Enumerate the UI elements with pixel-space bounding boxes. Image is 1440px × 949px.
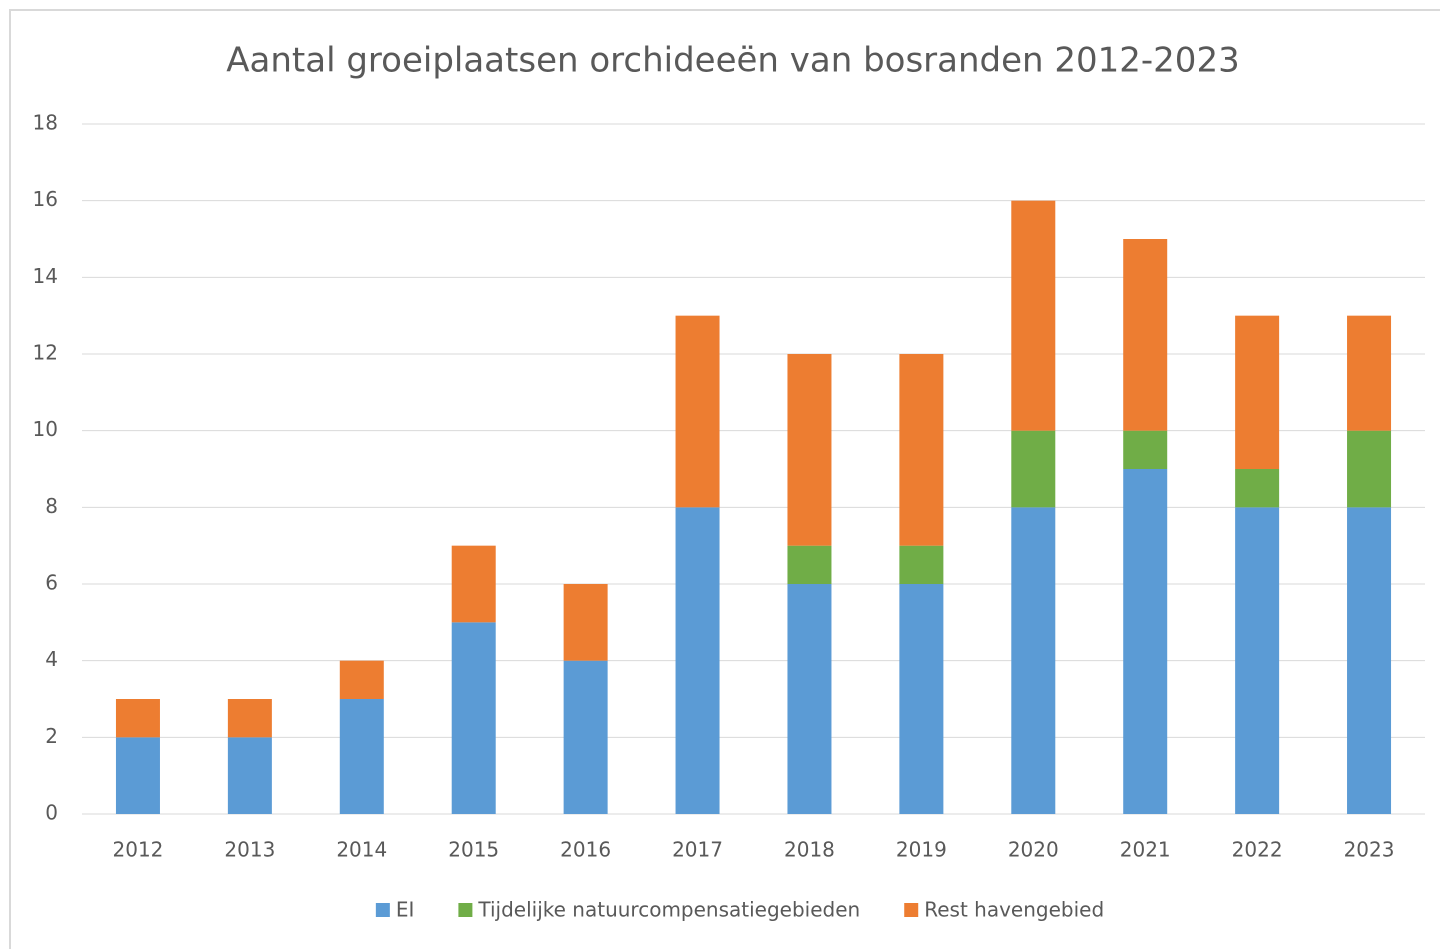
bar-segment <box>899 584 944 814</box>
y-tick-label: 14 <box>33 264 58 288</box>
bar-segment <box>227 699 272 738</box>
y-tick-label: 10 <box>33 417 58 441</box>
x-tick-label: 2020 <box>1008 838 1059 862</box>
x-tick-label: 2013 <box>224 838 275 862</box>
legend-label: Rest havengebied <box>924 898 1104 922</box>
chart-border <box>9 9 1440 949</box>
bar-segment <box>1347 430 1392 508</box>
legend-label: EI <box>396 898 415 922</box>
x-tick-label: 2014 <box>336 838 387 862</box>
x-tick-label: 2017 <box>672 838 723 862</box>
bar-segment <box>787 354 832 546</box>
bar-segment <box>1011 507 1056 814</box>
bar-segment <box>115 737 160 814</box>
legend-swatch <box>904 903 919 917</box>
y-tick-label: 2 <box>45 724 58 748</box>
bar-segment <box>115 699 160 738</box>
bar-segment <box>787 545 832 584</box>
bar-segment <box>787 584 832 814</box>
chart-title: Aantal groeiplaatsen orchideeën van bosr… <box>226 41 1239 81</box>
bar-segment <box>1011 200 1056 431</box>
bar-segment <box>675 507 720 814</box>
y-tick-label: 8 <box>45 494 58 518</box>
bar-segment <box>227 737 272 814</box>
legend-label: Tijdelijke natuurcompensatiegebieden <box>477 898 860 922</box>
bar-segment <box>451 545 496 623</box>
legend-swatch <box>458 903 473 917</box>
y-tick-label: 12 <box>33 341 58 365</box>
bar-segment <box>1123 239 1168 431</box>
y-tick-label: 18 <box>33 111 58 135</box>
x-tick-label: 2023 <box>1344 838 1395 862</box>
x-tick-label: 2015 <box>448 838 499 862</box>
bar-segment <box>1235 469 1280 508</box>
bar-segment <box>1347 507 1392 814</box>
x-tick-label: 2019 <box>896 838 947 862</box>
x-tick-label: 2016 <box>560 838 611 862</box>
bar-segment <box>675 315 720 508</box>
bar-segment <box>1235 315 1280 469</box>
bar-segment <box>899 545 944 584</box>
bar-segment <box>339 660 384 699</box>
bar-segment <box>451 622 496 814</box>
bar-segment <box>563 584 608 661</box>
bar-segment <box>899 354 944 546</box>
y-tick-label: 16 <box>33 187 58 211</box>
legend-swatch <box>375 903 390 917</box>
bar-segment <box>1235 507 1280 814</box>
y-tick-label: 6 <box>45 571 58 595</box>
y-tick-label: 4 <box>45 647 58 671</box>
bar-segment <box>1011 430 1056 508</box>
y-tick-label: 0 <box>45 801 58 825</box>
bar-segment <box>563 660 608 814</box>
x-tick-label: 2018 <box>784 838 835 862</box>
x-tick-label: 2022 <box>1232 838 1283 862</box>
bar-segment <box>1123 430 1168 469</box>
x-tick-label: 2012 <box>113 838 164 862</box>
x-tick-label: 2021 <box>1120 838 1171 862</box>
bar-segment <box>339 699 384 814</box>
bar-segment <box>1347 315 1392 431</box>
bar-segment <box>1123 469 1168 814</box>
